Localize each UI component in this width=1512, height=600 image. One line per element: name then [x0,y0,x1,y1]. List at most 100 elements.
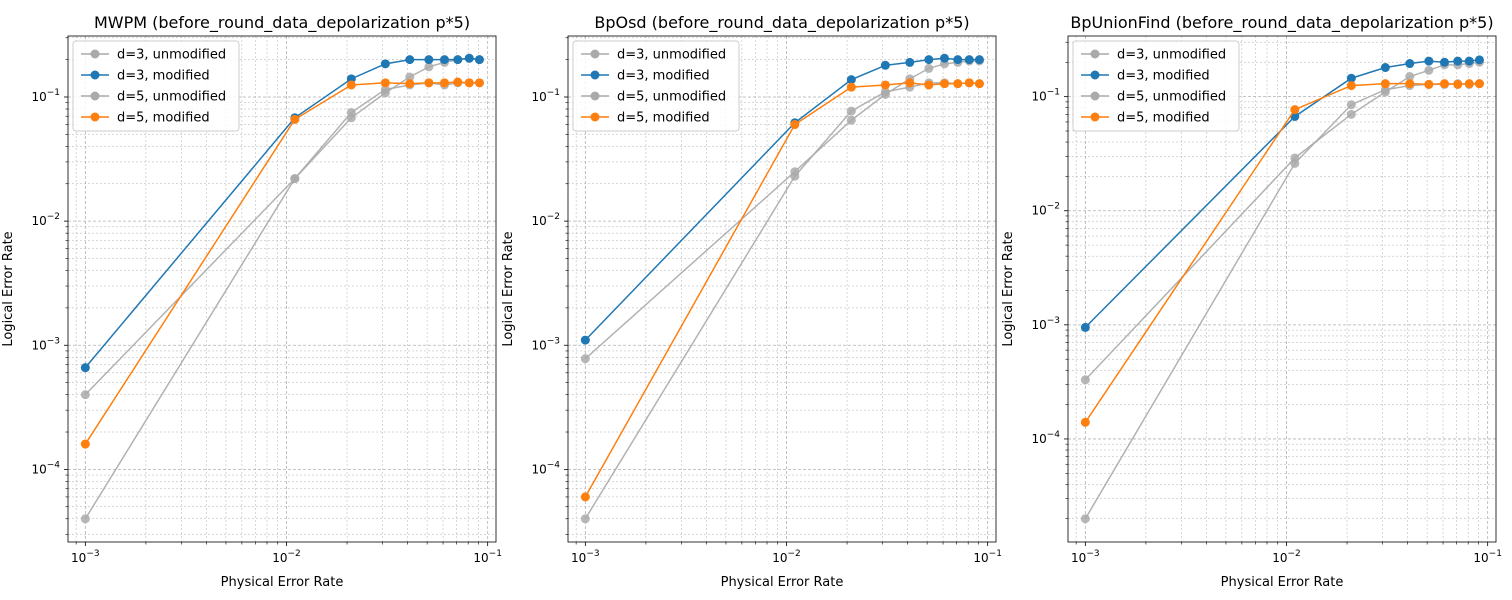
data-point [1405,72,1415,82]
data-point [453,55,463,65]
tick-base: 10 [531,462,546,476]
data-point [405,55,415,65]
legend-label: d=5, modified [117,111,210,126]
legend-marker [1090,49,1100,59]
tick-exponent: −2 [547,212,560,222]
data-point [346,80,356,90]
tick-exponent: −3 [86,549,99,559]
x-axis-label: Physical Error Rate [721,575,844,590]
data-point [1080,322,1090,332]
series-line [84,57,480,369]
legend-label: d=3, unmodified [617,48,726,63]
data-point [880,60,890,70]
chart-title: BpUnionFind (before_round_data_depolariz… [1070,13,1493,33]
x-axis-label: Physical Error Rate [1221,575,1344,590]
y-tick-label: 10−3 [1031,316,1060,332]
data-point [580,354,590,364]
y-tick-label: 10−4 [31,460,60,476]
data-point [1346,100,1356,110]
series-line [1084,82,1480,520]
legend: d=3, unmodified d=3, modified d=5, unmodif… [72,40,240,132]
data-point [1439,57,1449,67]
data-point [439,55,449,65]
data-point [346,108,356,118]
legend-label: d=3, modified [1117,69,1210,84]
series-3 [580,78,984,524]
tick-base: 10 [31,462,46,476]
tick-base: 10 [531,214,546,228]
tick-exponent: −3 [1047,316,1060,326]
legend-marker [590,91,600,101]
data-point [1405,79,1415,89]
series-line [1084,61,1480,381]
data-point [846,115,856,125]
data-point [424,62,434,72]
data-point [290,174,300,184]
data-point [453,77,463,87]
tick-base: 10 [1031,318,1046,332]
y-tick-label: 10−2 [31,212,60,228]
legend-marker [1090,112,1100,122]
data-point [953,55,963,65]
tick-base: 10 [31,214,46,228]
data-point [1439,79,1449,89]
data-point [290,114,300,124]
data-point [924,63,934,73]
x-tick-label: 10−3 [71,549,100,565]
tick-exponent: −4 [47,460,61,470]
tick-base: 10 [473,551,488,565]
tick-base: 10 [1272,551,1287,565]
x-tick-label: 10−2 [272,549,301,565]
data-point [1424,56,1434,66]
series-line [584,60,980,360]
x-tick-label: 10−1 [973,549,1002,565]
data-point [1380,63,1390,73]
data-point [464,78,474,88]
chart-title: MWPM (before_round_data_depolarization p… [94,13,470,33]
data-point [974,79,984,89]
data-point [905,57,915,67]
y-tick-label: 10−1 [31,88,60,104]
data-point [964,55,974,65]
tick-exponent: −4 [1047,430,1061,440]
data-point [790,120,800,130]
data-point [474,78,484,88]
grid [65,36,496,545]
data-point [1080,375,1090,385]
tick-exponent: −3 [47,336,60,346]
legend: d=3, unmodified d=3, modified d=5, unmodif… [572,40,740,132]
subplot-3: 10−3 10−2 10−110−410−310−210−1BpUnionFind … [1001,13,1502,590]
x-tick-label: 10−3 [1071,549,1100,565]
data-point [474,55,484,65]
grid [565,36,996,545]
legend-label: d=5, modified [617,111,710,126]
tick-exponent: −2 [788,549,801,559]
tick-base: 10 [531,338,546,352]
series-2 [80,53,484,373]
y-tick-label: 10−1 [531,88,560,104]
legend-label: d=5, unmodified [617,90,726,105]
tick-exponent: −1 [1489,549,1502,559]
data-point [1453,56,1463,66]
data-point [1474,79,1484,89]
legend-marker [590,112,600,122]
tick-base: 10 [1071,551,1086,565]
data-point [905,78,915,88]
legend-marker [1090,91,1100,101]
axes-frame [567,35,997,543]
y-tick-label: 10−2 [1031,202,1060,218]
tick-exponent: −2 [288,549,301,559]
data-point [424,55,434,65]
series-line [84,82,480,520]
axes-frame [67,35,497,543]
tick-base: 10 [1031,204,1046,218]
tick-exponent: −2 [47,212,60,222]
tick-base: 10 [1473,551,1488,565]
legend-marker [590,49,600,59]
legend-box [1072,40,1240,132]
chart-title: BpOsd (before_round_data_depolarization … [594,13,969,33]
series-line [1084,82,1480,423]
data-point [974,55,984,65]
tick-base: 10 [31,338,46,352]
